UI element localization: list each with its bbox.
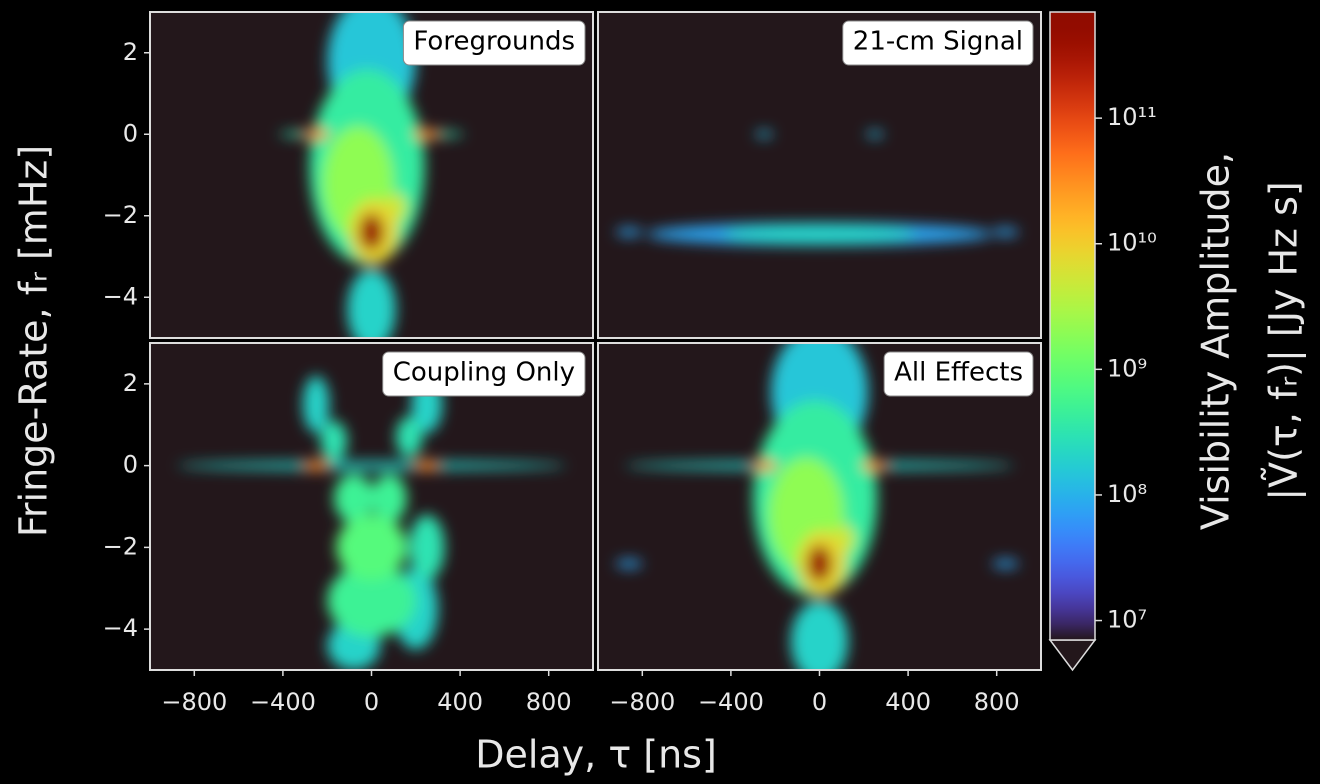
heatmap-feature bbox=[866, 130, 884, 138]
y-tick-label: −4 bbox=[103, 614, 138, 642]
colorbar-tick-label: 10⁷ bbox=[1107, 606, 1147, 634]
panel bbox=[598, 12, 1041, 338]
colorbar-tick-label: 10⁸ bbox=[1107, 480, 1147, 508]
x-tick-label: 800 bbox=[526, 688, 572, 716]
heatmap-feature bbox=[371, 473, 407, 523]
title-box bbox=[883, 351, 1034, 397]
colorbar-tick-label: 10¹⁰ bbox=[1107, 229, 1157, 257]
heatmap-feature bbox=[724, 223, 915, 245]
title-box bbox=[382, 351, 586, 397]
x-axis-label: Delay, τ [ns] bbox=[475, 733, 717, 777]
y-tick-label: −2 bbox=[103, 532, 138, 560]
colorbar-tick-label: 10⁹ bbox=[1107, 354, 1147, 382]
heatmap-feature bbox=[409, 514, 445, 581]
panel-title: All Effects bbox=[894, 358, 1023, 388]
heatmap-feature bbox=[395, 416, 423, 458]
y-tick-label: 2 bbox=[123, 38, 138, 66]
x-tick-label: 800 bbox=[974, 688, 1020, 716]
y-tick-label: −2 bbox=[103, 201, 138, 229]
heatmap-feature bbox=[176, 461, 567, 470]
heatmap-feature bbox=[302, 129, 330, 140]
heatmap-feature bbox=[359, 213, 384, 251]
x-tick-label: 0 bbox=[812, 688, 827, 716]
colorbar-label: Visibility Amplitude, bbox=[1194, 152, 1238, 530]
panel bbox=[150, 343, 593, 670]
panel-frame bbox=[597, 11, 1042, 339]
panel-background bbox=[598, 12, 1041, 338]
heatmap-feature bbox=[413, 460, 441, 471]
x-tick-label: −800 bbox=[161, 688, 227, 716]
colorbar-label: |Ṽ(τ, fᵣ)| [Jy Hz s] bbox=[1262, 181, 1307, 500]
colorbar-tick-label: 10¹¹ bbox=[1107, 103, 1157, 131]
heatmap-feature bbox=[755, 130, 773, 138]
x-tick-label: −800 bbox=[609, 688, 675, 716]
heatmap-feature bbox=[320, 420, 348, 462]
heatmap-feature bbox=[302, 375, 330, 433]
heatmap bbox=[615, 343, 1019, 670]
heatmap-feature bbox=[992, 227, 1019, 237]
heatmap-feature bbox=[302, 460, 330, 471]
panel-title: Coupling Only bbox=[393, 358, 575, 388]
x-tick-label: 400 bbox=[437, 688, 483, 716]
panel-title-box: All Effects bbox=[883, 351, 1034, 397]
heatmap-feature bbox=[615, 559, 643, 568]
heatmap-feature bbox=[861, 460, 889, 471]
heatmap-feature bbox=[413, 129, 441, 140]
heatmap-feature bbox=[807, 545, 832, 583]
heatmap bbox=[176, 375, 567, 670]
heatmap-feature bbox=[333, 473, 374, 523]
x-tick-label: −400 bbox=[250, 688, 316, 716]
heatmap-feature bbox=[615, 227, 643, 237]
panel-title-box: Foregrounds bbox=[402, 20, 586, 66]
y-tick-label: 0 bbox=[123, 119, 138, 147]
x-tick-label: 0 bbox=[364, 688, 379, 716]
title-box bbox=[402, 20, 586, 66]
panel bbox=[150, 12, 593, 338]
panel-title: 21-cm Signal bbox=[853, 27, 1023, 57]
heatmap-feature bbox=[750, 460, 778, 471]
heatmap-feature bbox=[336, 514, 407, 581]
x-tick-label: −400 bbox=[698, 688, 764, 716]
heatmap bbox=[278, 12, 465, 338]
y-tick-label: −4 bbox=[103, 282, 138, 310]
y-tick-label: 0 bbox=[123, 451, 138, 479]
heatmap-feature bbox=[790, 600, 849, 670]
panel-frame bbox=[149, 11, 594, 339]
heatmap bbox=[615, 130, 1019, 246]
heatmap-feature bbox=[347, 268, 396, 338]
panel bbox=[598, 343, 1041, 670]
x-tick-label: 400 bbox=[885, 688, 931, 716]
y-axis-label: Fringe-Rate, fᵣ [mHz] bbox=[12, 145, 56, 537]
heatmap-feature bbox=[327, 563, 416, 638]
colorbar bbox=[1049, 11, 1096, 641]
panel-title-box: Coupling Only bbox=[382, 351, 586, 397]
title-box bbox=[842, 20, 1034, 66]
y-tick-label: 2 bbox=[123, 369, 138, 397]
panel-title-box: 21-cm Signal bbox=[842, 20, 1034, 66]
panel-title: Foregrounds bbox=[413, 27, 575, 57]
heatmap-feature bbox=[992, 559, 1019, 568]
